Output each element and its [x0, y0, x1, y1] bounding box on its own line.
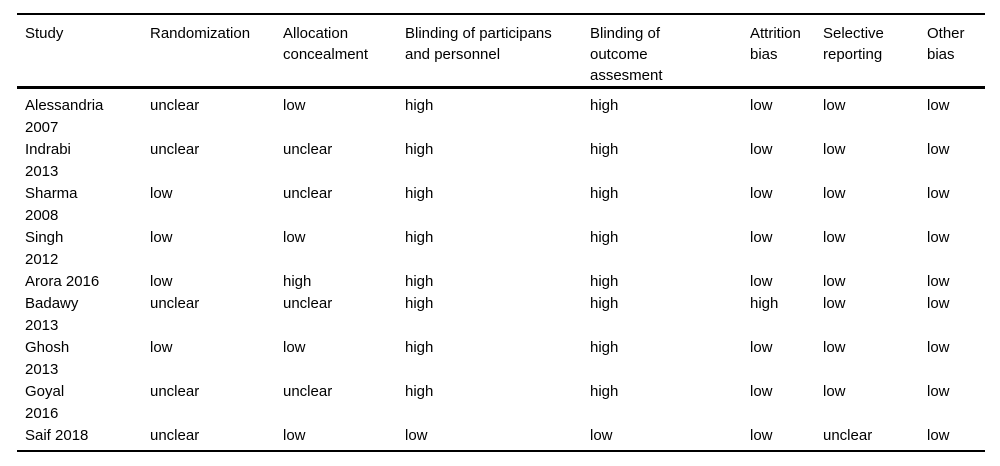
column-header-attrition-bias: Attrition bias: [742, 14, 815, 89]
attrition-bias-cell: low: [750, 427, 773, 444]
other-bias-cell: low: [927, 141, 950, 158]
selective-reporting-cell: low: [823, 295, 846, 312]
blinding-outcome-cell: high: [590, 273, 619, 290]
randomization-cell: low: [150, 273, 173, 290]
randomization-cell: low: [150, 185, 173, 202]
attrition-bias-cell: low: [750, 141, 773, 158]
allocation-concealment-cell: unclear: [283, 383, 333, 400]
allocation-concealment-cell: unclear: [283, 295, 333, 312]
table-row: Sharma 2008 low unclear high high low lo…: [17, 183, 985, 227]
blinding-participants-cell: high: [405, 295, 434, 312]
other-bias-cell: low: [927, 185, 950, 202]
attrition-bias-cell: low: [750, 97, 773, 114]
table-row: Arora 2016 low high high high low low lo…: [17, 271, 985, 293]
randomization-cell: low: [150, 339, 173, 356]
table-row: Badawy 2013 unclear unclear high high hi…: [17, 293, 985, 337]
study-cell: Alessandria 2007: [25, 97, 104, 136]
selective-reporting-cell: low: [823, 339, 846, 356]
other-bias-cell: low: [927, 229, 950, 246]
attrition-bias-cell: high: [750, 295, 779, 312]
other-bias-cell: low: [927, 97, 950, 114]
column-header-study: Study: [17, 14, 142, 89]
blinding-outcome-cell: high: [590, 383, 619, 400]
blinding-outcome-cell: high: [590, 185, 619, 202]
selective-reporting-cell: unclear: [823, 427, 873, 444]
allocation-concealment-cell: low: [283, 339, 306, 356]
other-bias-cell: low: [927, 273, 950, 290]
allocation-concealment-cell: unclear: [283, 141, 333, 158]
table-header: Study Randomization Allocation concealme…: [17, 14, 985, 89]
allocation-concealment-cell: unclear: [283, 185, 333, 202]
table-row: Singh 2012 low low high high low low low: [17, 227, 985, 271]
randomization-cell: unclear: [150, 295, 200, 312]
allocation-concealment-cell: low: [283, 427, 306, 444]
attrition-bias-cell: low: [750, 339, 773, 356]
other-bias-cell: low: [927, 295, 950, 312]
attrition-bias-cell: low: [750, 383, 773, 400]
selective-reporting-cell: low: [823, 383, 846, 400]
randomization-cell: low: [150, 229, 173, 246]
blinding-outcome-cell: low: [590, 427, 613, 444]
study-cell: Ghosh 2013: [25, 339, 70, 378]
risk-of-bias-table: Study Randomization Allocation concealme…: [17, 13, 985, 452]
table-row: Alessandria 2007 unclear low high high l…: [17, 88, 985, 140]
study-cell: Arora 2016: [25, 273, 100, 290]
selective-reporting-cell: low: [823, 273, 846, 290]
blinding-participants-cell: high: [405, 273, 434, 290]
other-bias-cell: low: [927, 427, 950, 444]
blinding-participants-cell: high: [405, 339, 434, 356]
study-cell: Saif 2018: [25, 427, 89, 444]
column-header-selective-reporting: Selective reporting: [815, 14, 919, 89]
column-header-blinding-participants: Blinding of participans and personnel: [397, 14, 582, 89]
study-cell: Indrabi 2013: [25, 141, 71, 180]
table-row: Ghosh 2013 low low high high low low low: [17, 337, 985, 381]
study-cell: Singh 2012: [25, 229, 64, 268]
randomization-cell: unclear: [150, 383, 200, 400]
randomization-cell: unclear: [150, 97, 200, 114]
header-row: Study Randomization Allocation concealme…: [17, 14, 985, 89]
blinding-participants-cell: high: [405, 383, 434, 400]
study-cell: Sharma 2008: [25, 185, 78, 224]
table-row: Goyal 2016 unclear unclear high high low…: [17, 381, 985, 425]
allocation-concealment-cell: low: [283, 97, 306, 114]
blinding-participants-cell: high: [405, 141, 434, 158]
blinding-outcome-cell: high: [590, 339, 619, 356]
selective-reporting-cell: low: [823, 97, 846, 114]
randomization-cell: unclear: [150, 141, 200, 158]
blinding-outcome-cell: high: [590, 97, 619, 114]
selective-reporting-cell: low: [823, 229, 846, 246]
allocation-concealment-cell: high: [283, 273, 312, 290]
randomization-cell: unclear: [150, 427, 200, 444]
attrition-bias-cell: low: [750, 273, 773, 290]
attrition-bias-cell: low: [750, 185, 773, 202]
column-header-randomization: Randomization: [142, 14, 275, 89]
other-bias-cell: low: [927, 383, 950, 400]
blinding-outcome-cell: high: [590, 229, 619, 246]
column-header-other-bias: Other bias: [919, 14, 985, 89]
table-row: Indrabi 2013 unclear unclear high high l…: [17, 139, 985, 183]
column-header-blinding-outcome: Blinding of outcome assesment: [582, 14, 742, 89]
blinding-participants-cell: high: [405, 97, 434, 114]
allocation-concealment-cell: low: [283, 229, 306, 246]
study-cell: Goyal 2016: [25, 383, 65, 422]
blinding-participants-cell: high: [405, 185, 434, 202]
blinding-participants-cell: high: [405, 229, 434, 246]
blinding-participants-cell: low: [405, 427, 428, 444]
attrition-bias-cell: low: [750, 229, 773, 246]
blinding-outcome-cell: high: [590, 295, 619, 312]
column-header-allocation-concealment: Allocation concealment: [275, 14, 397, 89]
blinding-outcome-cell: high: [590, 141, 619, 158]
selective-reporting-cell: low: [823, 185, 846, 202]
table-row: Saif 2018 unclear low low low low unclea…: [17, 425, 985, 451]
other-bias-cell: low: [927, 339, 950, 356]
table-body: Alessandria 2007 unclear low high high l…: [17, 88, 985, 452]
study-cell: Badawy 2013: [25, 295, 79, 334]
selective-reporting-cell: low: [823, 141, 846, 158]
